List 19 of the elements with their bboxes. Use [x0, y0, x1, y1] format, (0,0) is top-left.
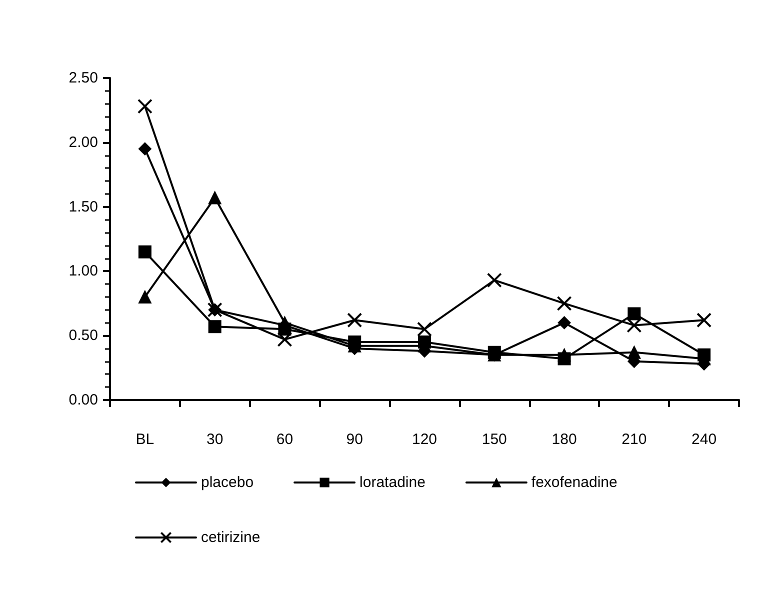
- legend-label: placebo: [201, 474, 254, 491]
- legend-label: cetirizine: [201, 529, 260, 546]
- y-tick-label: 1.50: [68, 198, 98, 216]
- x-tick-label: 240: [692, 431, 717, 448]
- legend-label: fexofenadine: [531, 474, 618, 491]
- x-tick-label: 150: [482, 431, 507, 448]
- x-tick-label: 120: [412, 431, 438, 448]
- x-tick-label: 210: [622, 431, 647, 448]
- x-tick-label: 60: [276, 431, 294, 448]
- y-tick-label: 2.50: [68, 70, 98, 86]
- x-tick-label: 30: [206, 431, 224, 448]
- y-tick-label: 0.50: [68, 327, 98, 344]
- x-tick-label: 90: [346, 431, 363, 448]
- y-tick-label: 2.00: [68, 134, 98, 151]
- legend-label: loratadine: [360, 474, 426, 491]
- y-tick-label: 0.00: [68, 392, 98, 408]
- y-tick-label: 1.00: [68, 262, 98, 280]
- x-tick-label: 180: [552, 431, 577, 448]
- x-tick-label: BL: [136, 431, 154, 448]
